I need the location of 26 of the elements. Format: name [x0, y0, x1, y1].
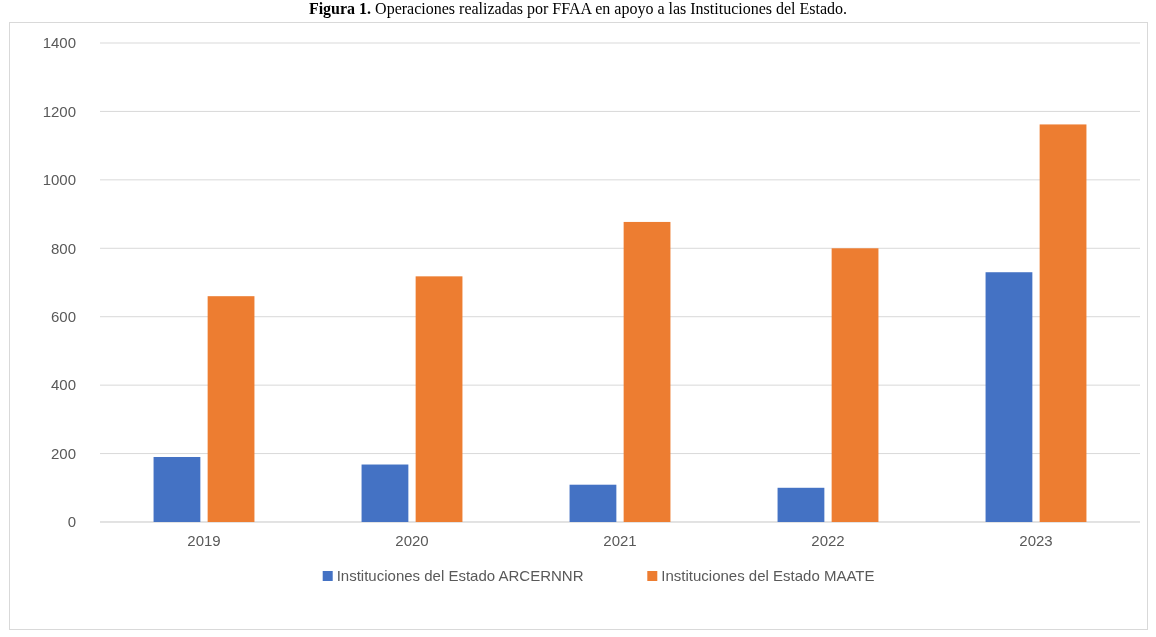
y-tick-label: 600	[50, 307, 76, 325]
y-tick-label: 1200	[42, 102, 76, 120]
bar	[207, 296, 255, 522]
bar	[831, 248, 879, 522]
x-tick-label: 2020	[395, 532, 429, 549]
y-tick-label: 1400	[42, 34, 76, 52]
y-tick-label: 400	[50, 376, 76, 394]
x-tick-label: 2019	[187, 532, 221, 549]
y-tick-label: 800	[50, 239, 76, 257]
x-tick-label: 2022	[811, 532, 845, 549]
bar	[1039, 124, 1087, 522]
bar	[777, 487, 825, 522]
legend-label: Instituciones del Estado ARCERNNR	[336, 567, 584, 585]
bar	[361, 464, 409, 522]
legend-label: Instituciones del Estado MAATE	[661, 567, 875, 585]
bar	[985, 272, 1033, 522]
chart-title: Figura 1. Operaciones realizadas por FFAA en apoyo a las Instituciones del Estado.	[308, 0, 848, 18]
x-tick-label: 2021	[603, 532, 637, 549]
bar	[153, 456, 201, 522]
y-tick-label: 0	[67, 513, 76, 531]
bar	[623, 221, 671, 522]
bar	[415, 276, 463, 522]
bar	[569, 484, 617, 522]
x-tick-label: 2023	[1019, 532, 1053, 549]
y-tick-label: 200	[50, 444, 76, 462]
y-tick-label: 1000	[42, 171, 76, 189]
